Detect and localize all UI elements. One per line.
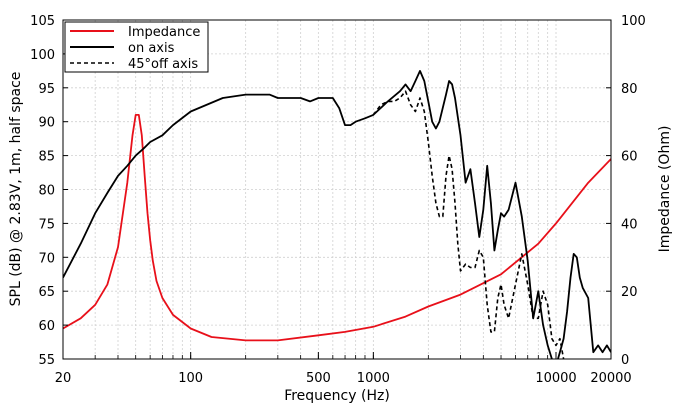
right-axis-ticks: 0 20 40 60 80 100 — [606, 14, 646, 368]
right-axis-label: Impedance (Ohm) — [657, 126, 673, 253]
left-tick-label: 95 — [38, 82, 55, 97]
right-tick-label: 80 — [621, 82, 638, 97]
legend-label-on-axis: on axis — [128, 41, 175, 56]
right-tick-label: 100 — [621, 14, 646, 29]
left-tick-label: 60 — [38, 319, 55, 334]
impedance-line — [63, 114, 611, 342]
left-tick-label: 105 — [30, 14, 55, 29]
left-axis-ticks: 55 60 65 70 75 80 85 90 95 100 105 — [30, 14, 68, 368]
x-tick-label: 500 — [306, 371, 331, 386]
right-tick-label: 60 — [621, 150, 638, 165]
x-axis-label: Frequency (Hz) — [284, 388, 390, 404]
x-tick-label: 1000 — [357, 371, 390, 386]
legend-label-off-axis: 45°off axis — [128, 57, 198, 72]
x-tick-label: 100 — [178, 371, 203, 386]
left-axis-label: SPL (dB) @ 2.83V, 1m, half space — [8, 72, 24, 307]
left-tick-label: 55 — [38, 353, 55, 368]
left-tick-label: 75 — [38, 217, 55, 232]
x-axis-ticks: 20 100 500 1000 10000 20000 — [55, 352, 632, 386]
left-tick-label: 90 — [38, 116, 55, 131]
right-tick-label: 40 — [621, 217, 638, 232]
data-series — [63, 70, 611, 359]
legend: Impedance on axis 45°off axis — [64, 21, 209, 73]
x-tick-label: 10000 — [535, 371, 576, 386]
left-tick-label: 80 — [38, 184, 55, 199]
left-tick-label: 100 — [30, 48, 55, 63]
right-tick-label: 20 — [621, 285, 638, 300]
x-tick-label: 20000 — [590, 371, 631, 386]
right-tick-label: 0 — [621, 353, 629, 368]
left-tick-label: 70 — [38, 251, 55, 266]
left-tick-label: 65 — [38, 285, 55, 300]
left-tick-label: 85 — [38, 150, 55, 165]
x-tick-label: 20 — [55, 371, 72, 386]
legend-label-impedance: Impedance — [128, 25, 200, 40]
on-axis-line — [63, 70, 611, 359]
